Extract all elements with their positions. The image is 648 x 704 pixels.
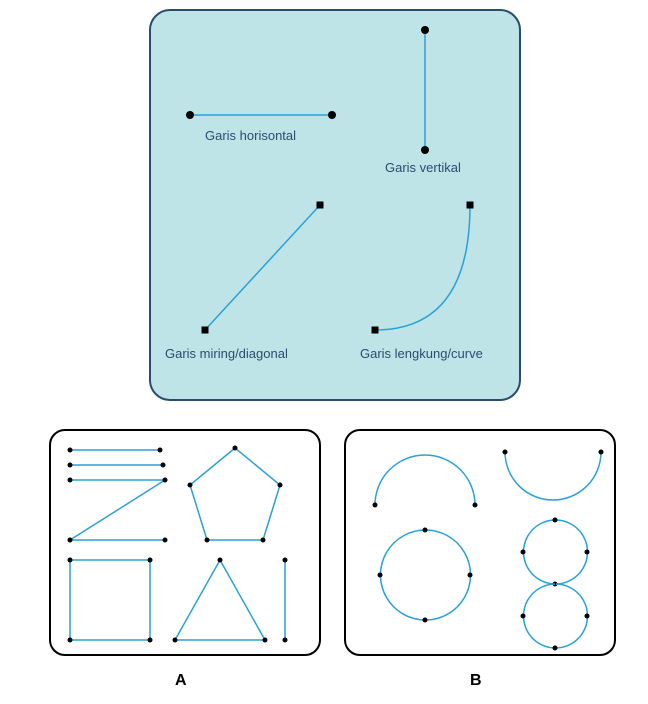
panel-b-label: B [470,672,482,689]
panel-a: A [50,430,320,689]
label-diagonal: Garis miring/diagonal [165,346,288,361]
panel-b: B [345,430,615,689]
diagram-stage: Garis horisontal Garis vertikal Garis miri… [0,0,648,699]
top-panel: Garis horisontal Garis vertikal Garis miri… [150,10,520,400]
panel-a-label: A [175,672,187,689]
label-horizontal: Garis horisontal [205,128,296,143]
label-curve: Garis lengkung/curve [360,346,483,361]
label-vertical: Garis vertikal [385,160,461,175]
